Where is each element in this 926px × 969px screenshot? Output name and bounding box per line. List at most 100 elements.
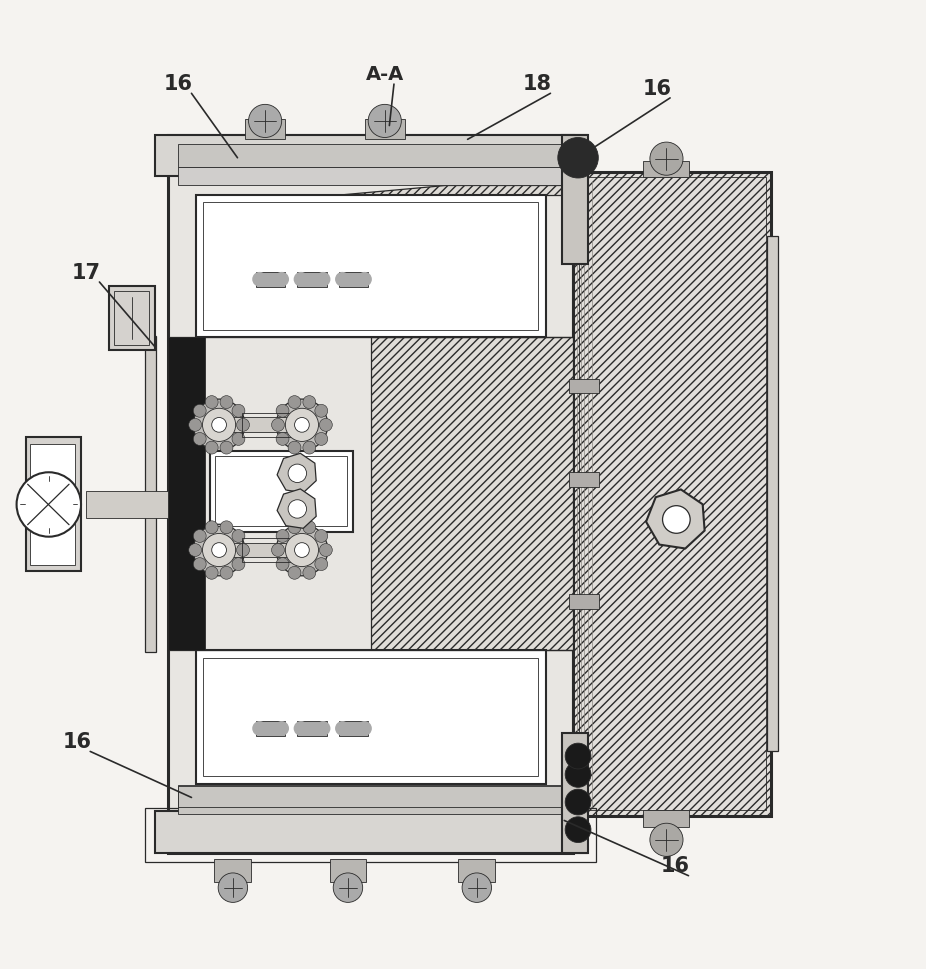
Circle shape <box>276 524 328 576</box>
Bar <box>297 721 327 735</box>
Bar <box>767 236 778 751</box>
Circle shape <box>288 520 301 534</box>
Bar <box>155 135 587 176</box>
Bar <box>114 292 149 345</box>
Circle shape <box>220 566 233 579</box>
Circle shape <box>194 524 244 576</box>
Circle shape <box>276 399 328 451</box>
Circle shape <box>206 566 219 579</box>
Circle shape <box>565 743 591 769</box>
Bar <box>219 543 307 557</box>
Polygon shape <box>334 185 573 195</box>
Circle shape <box>203 534 235 567</box>
Circle shape <box>303 566 316 579</box>
Circle shape <box>369 105 401 138</box>
Bar <box>85 490 169 518</box>
Bar <box>256 721 285 735</box>
Bar <box>178 144 564 167</box>
Circle shape <box>303 520 316 534</box>
Bar <box>196 650 545 784</box>
Bar <box>26 437 81 571</box>
Circle shape <box>212 543 227 557</box>
Circle shape <box>232 432 244 446</box>
Bar <box>365 119 405 140</box>
Bar <box>108 286 155 350</box>
Bar <box>562 733 588 853</box>
Polygon shape <box>277 453 316 492</box>
Bar <box>256 272 285 287</box>
Text: 18: 18 <box>523 74 552 94</box>
Circle shape <box>276 432 289 446</box>
Circle shape <box>206 520 219 534</box>
Circle shape <box>294 543 309 557</box>
Circle shape <box>271 544 284 556</box>
Circle shape <box>203 408 235 442</box>
Bar <box>569 379 598 393</box>
Circle shape <box>17 472 81 537</box>
Circle shape <box>316 272 331 287</box>
Bar <box>178 786 564 799</box>
Circle shape <box>315 557 328 571</box>
Circle shape <box>274 272 289 287</box>
Circle shape <box>357 272 372 287</box>
Circle shape <box>357 721 372 735</box>
Circle shape <box>252 721 267 735</box>
Circle shape <box>194 557 206 571</box>
Circle shape <box>194 432 206 446</box>
Bar <box>210 451 353 532</box>
Circle shape <box>557 138 598 178</box>
Bar <box>579 177 766 810</box>
Circle shape <box>236 419 249 431</box>
Text: 17: 17 <box>72 263 101 283</box>
Bar <box>178 167 564 185</box>
Circle shape <box>271 419 284 431</box>
Circle shape <box>288 566 301 579</box>
Bar <box>178 787 564 806</box>
Bar <box>644 161 690 177</box>
Circle shape <box>335 272 350 287</box>
Circle shape <box>303 441 316 454</box>
Bar <box>145 808 596 861</box>
Bar <box>204 658 539 776</box>
Circle shape <box>315 404 328 418</box>
Bar <box>196 195 545 337</box>
Circle shape <box>232 529 244 543</box>
Text: 16: 16 <box>63 733 92 752</box>
Circle shape <box>565 789 591 815</box>
Circle shape <box>294 418 309 432</box>
Circle shape <box>194 404 206 418</box>
Circle shape <box>189 419 202 431</box>
Circle shape <box>232 557 244 571</box>
Circle shape <box>219 873 247 902</box>
Circle shape <box>189 544 202 556</box>
Circle shape <box>206 395 219 409</box>
Circle shape <box>274 721 289 735</box>
Circle shape <box>315 432 328 446</box>
Circle shape <box>315 529 328 543</box>
Text: A-A: A-A <box>367 65 405 84</box>
Text: 16: 16 <box>661 857 690 877</box>
Bar <box>155 811 587 853</box>
Bar <box>569 472 598 486</box>
Circle shape <box>276 529 289 543</box>
Bar <box>458 860 495 882</box>
Circle shape <box>288 464 307 483</box>
Circle shape <box>276 404 289 418</box>
Circle shape <box>232 404 244 418</box>
Bar <box>573 172 771 816</box>
Circle shape <box>303 395 316 409</box>
Circle shape <box>220 441 233 454</box>
Circle shape <box>294 272 308 287</box>
Circle shape <box>212 418 227 432</box>
Bar <box>569 594 598 609</box>
Bar <box>178 797 564 814</box>
Bar <box>330 860 367 882</box>
Circle shape <box>220 520 233 534</box>
Circle shape <box>650 142 683 175</box>
Polygon shape <box>277 489 316 528</box>
Circle shape <box>462 873 492 902</box>
Circle shape <box>335 721 350 735</box>
Circle shape <box>650 824 683 857</box>
Bar <box>145 335 156 652</box>
Bar <box>339 721 369 735</box>
